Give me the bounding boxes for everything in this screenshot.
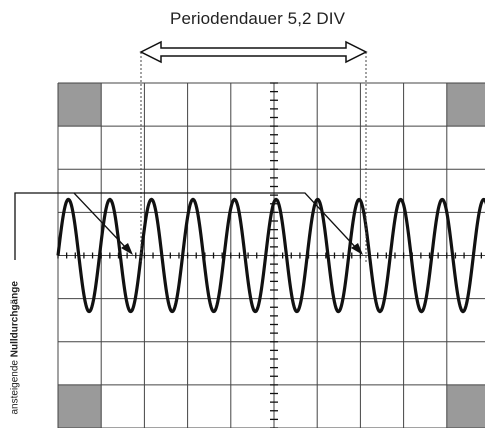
corner-bottom-left bbox=[58, 384, 102, 428]
corner-bottom-right bbox=[446, 384, 485, 428]
zero-crossing-label-prefix: ansteigende bbox=[9, 360, 21, 415]
sine-trace bbox=[56, 197, 485, 314]
pointer-arrowhead-left bbox=[121, 243, 133, 255]
zero-crossing-label: ansteigende Nulldurchgänge bbox=[9, 240, 24, 415]
screen-corner-shading bbox=[58, 83, 485, 428]
corner-top-right bbox=[446, 83, 485, 127]
period-label: Periodendauer 5,2 DIV bbox=[170, 9, 346, 28]
graticule-ticks bbox=[57, 82, 483, 428]
pointer-arrowhead-right bbox=[351, 243, 363, 255]
pointer-line-right bbox=[74, 192, 359, 251]
double-arrow bbox=[139, 40, 368, 64]
zero-crossing-pointers bbox=[14, 192, 363, 260]
zero-crossing-label-main: Nulldurchgänge bbox=[9, 281, 21, 358]
pointer-line-left bbox=[14, 192, 129, 260]
period-arrow bbox=[139, 40, 368, 262]
corner-top-left bbox=[58, 83, 102, 127]
sine-wave bbox=[56, 197, 485, 314]
